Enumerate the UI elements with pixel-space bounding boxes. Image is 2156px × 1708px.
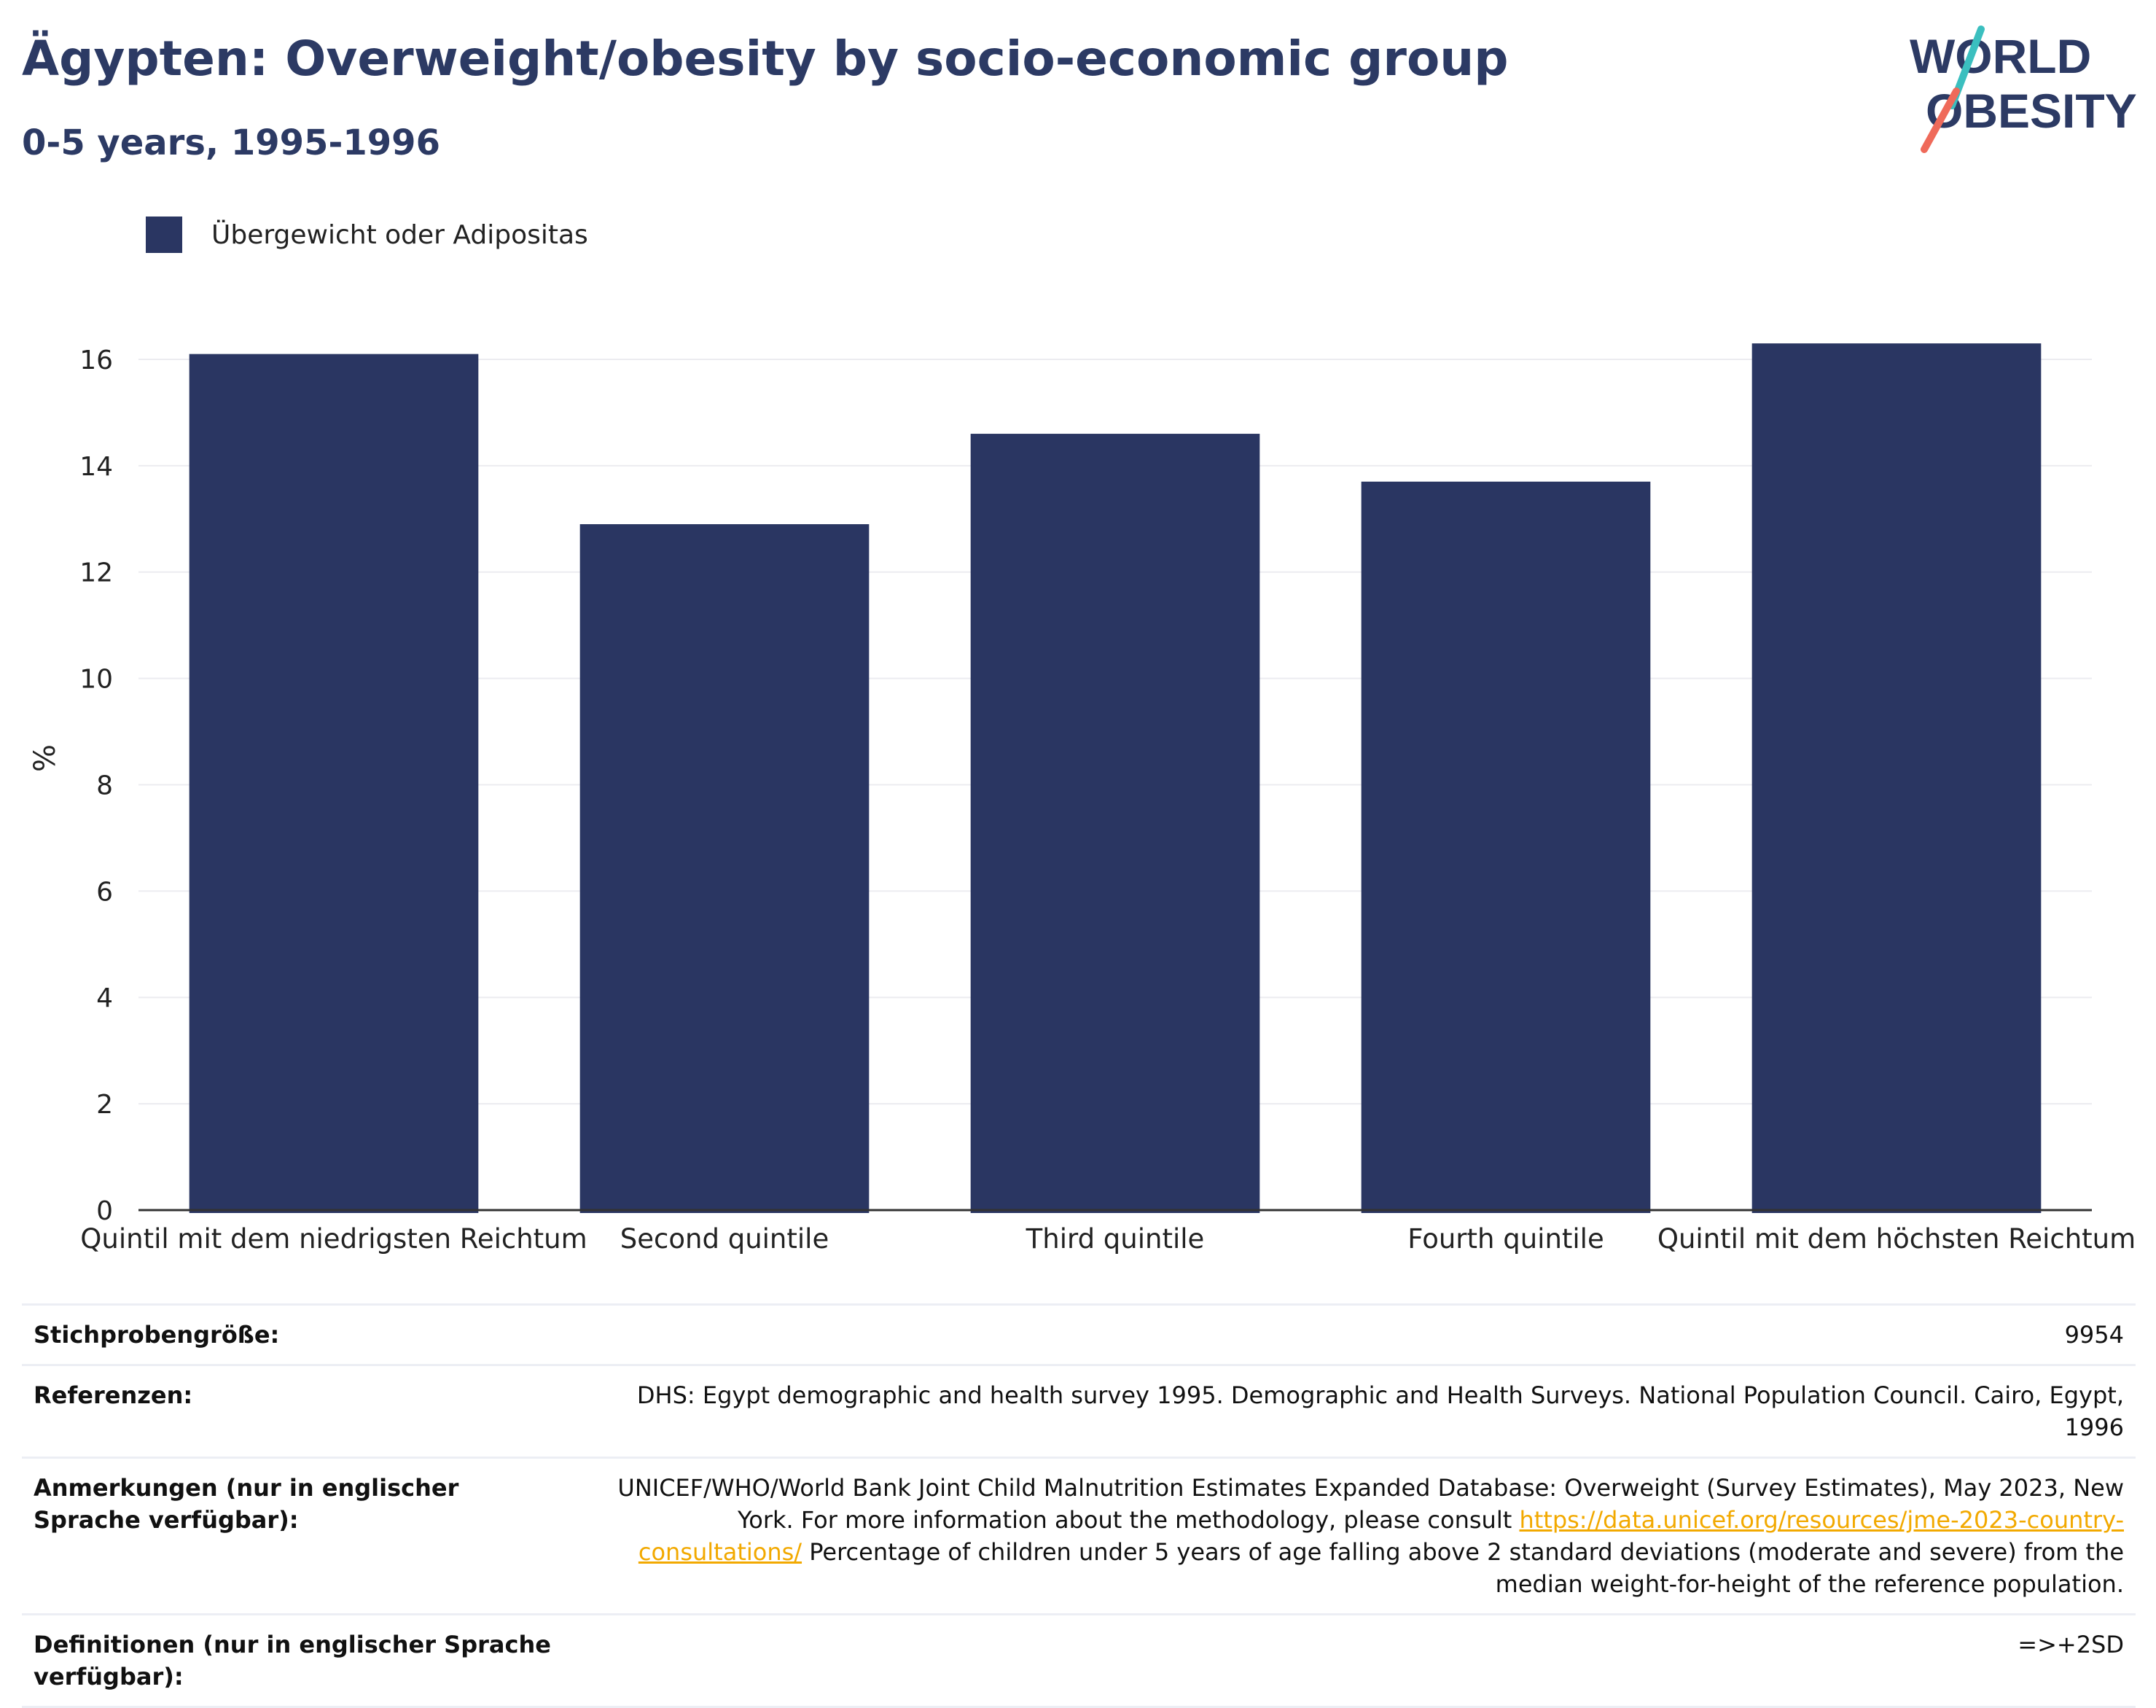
legend-swatch	[146, 217, 182, 253]
x-tick-label: Quintil mit dem niedrigsten Reichtum	[80, 1223, 587, 1254]
meta-row-definitions: Definitionen (nur in englischer Sprache …	[22, 1613, 2136, 1708]
sample-size-label: Stichprobengröße:	[34, 1321, 280, 1349]
metadata-table: Stichprobengröße: 9954 Referenzen: DHS: …	[22, 1303, 2136, 1708]
y-tick-label: 8	[96, 771, 113, 800]
references-label: Referenzen:	[34, 1381, 193, 1409]
x-tick-label: Quintil mit dem höchsten Reichtum	[1657, 1223, 2136, 1254]
meta-row-references: Referenzen: DHS: Egypt demographic and h…	[22, 1364, 2136, 1457]
chart-subtitle: 0-5 years, 1995-1996	[22, 122, 440, 163]
y-tick-label: 4	[96, 983, 113, 1013]
y-tick-label: 14	[79, 452, 113, 482]
notes-text-1: UNICEF/WHO/World Bank Joint Child Malnut…	[617, 1474, 2124, 1534]
y-tick-label: 2	[96, 1090, 113, 1120]
bar	[1361, 481, 1651, 1213]
logo-line-1: WORLD	[1910, 29, 2091, 83]
y-tick-label: 0	[96, 1196, 113, 1226]
definitions-label: Definitionen (nur in englischer Sprache …	[34, 1631, 551, 1691]
x-tick-label: Fourth quintile	[1407, 1223, 1604, 1254]
legend-label: Übergewicht oder Adipositas	[211, 219, 588, 250]
bar	[579, 524, 870, 1213]
references-value: DHS: Egypt demographic and health survey…	[636, 1381, 2124, 1441]
bar-chart: 0 2 4 6 8 10 12 14 16% Quintil mit dem niedrigste…	[28, 343, 2136, 1254]
meta-row-sample-size: Stichprobengröße: 9954	[22, 1303, 2136, 1364]
definitions-value: =>+2SD	[2018, 1631, 2124, 1658]
y-axis-label: %	[28, 744, 62, 772]
chart-legend: Übergewicht oder Adipositas	[146, 214, 588, 255]
x-tick-label: Third quintile	[1026, 1223, 1205, 1254]
logo-slash-coral	[1921, 87, 1960, 153]
y-tick-label: 6	[96, 877, 113, 907]
bar	[970, 434, 1260, 1213]
bar	[189, 354, 479, 1213]
sample-size-value: 9954	[2064, 1321, 2124, 1349]
x-tick-label: Second quintile	[620, 1223, 829, 1254]
notes-label: Anmerkungen (nur in englischer Sprache v…	[34, 1474, 459, 1534]
notes-link[interactable]: https://data.unicef.org/resources/jme-20…	[638, 1506, 2124, 1566]
bar	[1751, 343, 2042, 1213]
chart-title: Ägypten: Overweight/obesity by socio-eco…	[22, 31, 1509, 87]
meta-row-notes: Anmerkungen (nur in englischer Sprache v…	[22, 1457, 2136, 1613]
logo-line-2: OBESITY	[1926, 84, 2137, 138]
y-tick-label: 12	[79, 558, 113, 588]
world-obesity-logo[interactable]: WORLD OBESITY	[1895, 22, 2143, 153]
y-tick-label: 10	[79, 665, 113, 695]
notes-text-2: Percentage of children under 5 years of …	[809, 1538, 2124, 1598]
y-tick-label: 16	[79, 346, 113, 375]
notes-value: UNICEF/WHO/World Bank Joint Child Malnut…	[573, 1459, 2136, 1613]
